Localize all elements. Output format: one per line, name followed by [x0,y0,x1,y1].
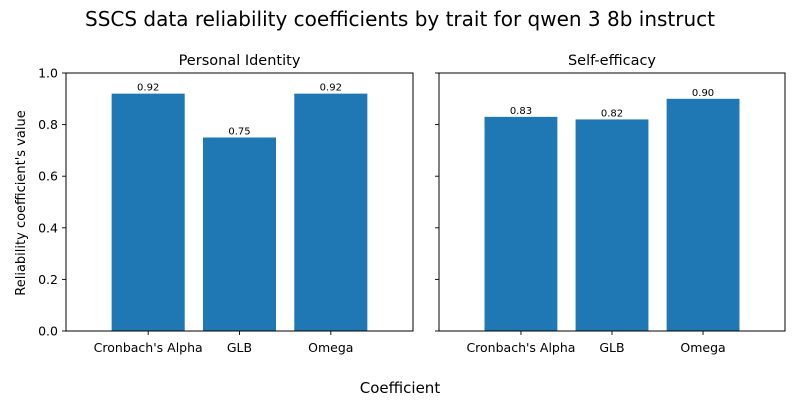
bar-cronbach-s-alpha [111,93,185,331]
bar-value-label: 0.82 [601,108,623,119]
axes-frame [438,72,786,332]
bar-value-label: 0.90 [692,88,714,99]
bar-omega [666,98,740,331]
bar-omega [294,93,368,331]
x-tick-label: GLB [227,340,252,355]
bar-cronbach-s-alpha [484,116,558,331]
subplot-title: Self-efficacy [568,53,656,69]
x-tick-label: GLB [599,340,624,355]
subplot-title: Personal Identity [179,53,301,69]
bar-value-label: 0.75 [228,127,250,138]
figure-title: SSCS data reliability coefficients by tr… [85,7,715,31]
y-tick-label: 0.6 [38,169,58,184]
x-tick-label: Omega [680,340,725,355]
axes-frame [65,72,414,332]
bar-value-label: 0.92 [320,83,342,94]
x-tick-label: Cronbach's Alpha [466,340,575,355]
x-tick-label: Cronbach's Alpha [94,340,203,355]
bar-glb [575,119,649,331]
y-tick-label: 1.0 [38,66,58,81]
subplot-personal-identity: Personal Identity 0.92 Cronbach's Alpha 0.7… [38,53,414,355]
x-tick-label: Omega [308,340,353,355]
y-tick-label: 0.0 [38,324,58,339]
bar-glb [202,137,277,331]
y-tick-label: 0.4 [38,220,58,235]
figure-xlabel: Coefficient [360,379,441,397]
y-tick-label: 0.8 [38,117,58,132]
bar-value-label: 0.92 [137,83,159,94]
y-tick-label: 0.2 [38,272,58,287]
bar-value-label: 0.83 [510,106,532,117]
figure-ylabel: Reliability coefficient's value [14,110,29,295]
subplot-self-efficacy: Self-efficacy 0.83 Cronbach's Alpha 0.82 GLB… [435,53,786,355]
